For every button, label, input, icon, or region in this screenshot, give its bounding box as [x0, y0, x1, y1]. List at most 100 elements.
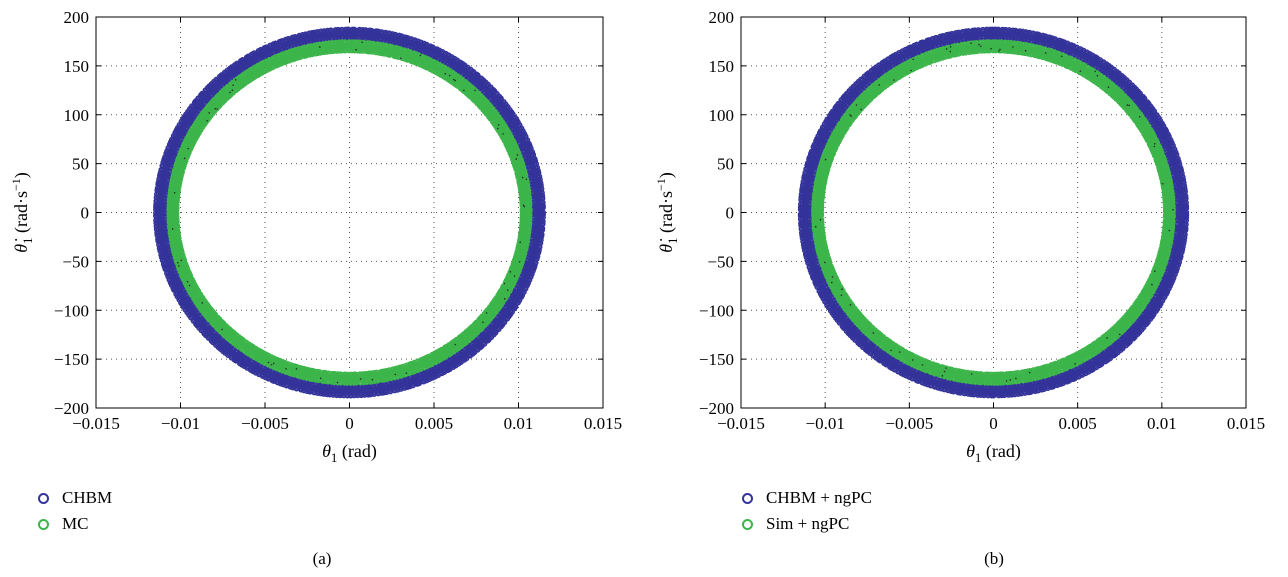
data-point — [319, 377, 322, 380]
data-point — [419, 54, 422, 57]
data-point — [359, 378, 362, 380]
data-point — [497, 124, 500, 126]
data-point — [178, 265, 180, 267]
x-tick-label: 0.005 — [415, 414, 453, 433]
series-mc — [166, 39, 533, 386]
grid — [96, 17, 603, 408]
data-point — [285, 367, 287, 370]
data-point — [454, 343, 457, 346]
data-point — [478, 75, 485, 82]
x-tick-label: −0.01 — [161, 414, 200, 433]
data-point — [272, 362, 275, 365]
data-point — [188, 284, 191, 287]
y-tick-label: 200 — [64, 8, 90, 27]
data-point — [173, 191, 176, 194]
y-tick-label: −150 — [54, 350, 89, 369]
plot-b: −0.015 −0.01 −0.005 0 0.005 0.01 0.015−200−150… — [654, 8, 1265, 465]
data-point — [539, 211, 546, 218]
data-point — [336, 381, 339, 384]
legend-item-chbm: CHBM — [38, 485, 112, 511]
data-point — [234, 79, 237, 81]
data-point — [482, 321, 484, 324]
chart-panel-a: −0.015 −0.01 −0.005 0 0.005 0.01 0.015 −200 −150… — [9, 8, 622, 568]
data-point — [208, 112, 210, 114]
data-point — [318, 46, 321, 48]
x-axis-label: θ1 (rad) — [322, 441, 377, 465]
data-point — [355, 48, 357, 51]
data-point — [206, 120, 208, 122]
y-tick-label: −100 — [54, 301, 89, 320]
data-point — [201, 302, 204, 304]
data-point — [361, 41, 364, 44]
y-tick-label: 0 — [81, 204, 90, 223]
x-tick-label: −0.005 — [241, 414, 289, 433]
data-point — [516, 154, 519, 156]
data-point — [270, 364, 273, 366]
data-point — [474, 89, 476, 92]
data-point — [515, 158, 518, 160]
chart-panel-b: −0.015 −0.01 −0.005 0 0.005 0.01 0.015 −200 −150… — [644, 0, 1288, 577]
data-point — [503, 282, 506, 285]
x-tick-label: 0.01 — [504, 414, 534, 433]
y-tick-label: 100 — [64, 106, 90, 125]
data-point — [221, 328, 223, 331]
data-point — [231, 89, 234, 92]
data-point — [525, 178, 528, 180]
data-point — [513, 275, 516, 277]
series-chbm — [153, 26, 546, 399]
data-point — [502, 133, 504, 135]
data-point — [232, 84, 234, 86]
plot-a: −0.015 −0.01 −0.005 0 0.005 0.01 0.015−200−150… — [9, 8, 622, 465]
data-point — [522, 204, 525, 207]
data-point — [186, 280, 189, 283]
data-point — [463, 89, 465, 92]
data-point — [454, 79, 456, 82]
data-point — [243, 54, 250, 61]
data-point — [519, 241, 522, 243]
data-point — [237, 58, 244, 65]
data-point — [216, 108, 218, 110]
y-tick-label: −50 — [62, 252, 89, 271]
data-point — [500, 98, 507, 105]
data-point — [233, 357, 240, 364]
data-point — [180, 259, 183, 262]
y-tick-label: 50 — [72, 155, 89, 174]
legend-label: MC — [62, 514, 89, 533]
data-point — [187, 147, 190, 150]
legend-item-mc: MC — [38, 511, 112, 537]
data-point — [177, 261, 179, 264]
data-point — [229, 91, 231, 94]
data-point — [216, 73, 223, 80]
data-point — [295, 368, 298, 370]
data-point — [463, 355, 470, 362]
data-point — [509, 271, 512, 273]
legend-marker-icon — [38, 492, 49, 504]
y-tick-label: −200 — [54, 399, 89, 418]
x-tick-label: 0 — [345, 414, 354, 433]
data-point — [400, 57, 402, 60]
data-point — [171, 228, 174, 230]
x-tick-label: 0.015 — [584, 414, 622, 433]
panel-caption-a: (a) — [312, 549, 332, 568]
data-point — [448, 74, 451, 77]
legend-label: CHBM — [62, 488, 113, 507]
data-point — [202, 87, 209, 94]
data-point — [214, 107, 216, 110]
data-point — [255, 47, 262, 54]
data-point — [183, 157, 186, 160]
data-point — [394, 373, 397, 376]
data-point — [518, 261, 521, 263]
y-tick-label: 150 — [64, 57, 90, 76]
data-point — [444, 73, 447, 75]
data-point — [503, 298, 506, 300]
data-point — [453, 78, 455, 81]
data-point — [267, 361, 270, 364]
data-point — [191, 99, 198, 106]
data-point — [485, 312, 488, 314]
data-point — [506, 289, 509, 292]
legend-marker-icon — [38, 518, 49, 530]
legend-a: CHBM MC — [38, 485, 112, 537]
data-point — [521, 176, 524, 179]
data-point — [497, 127, 499, 130]
y-axis-label: θ̇1 (rad·s−1) — [9, 172, 35, 253]
